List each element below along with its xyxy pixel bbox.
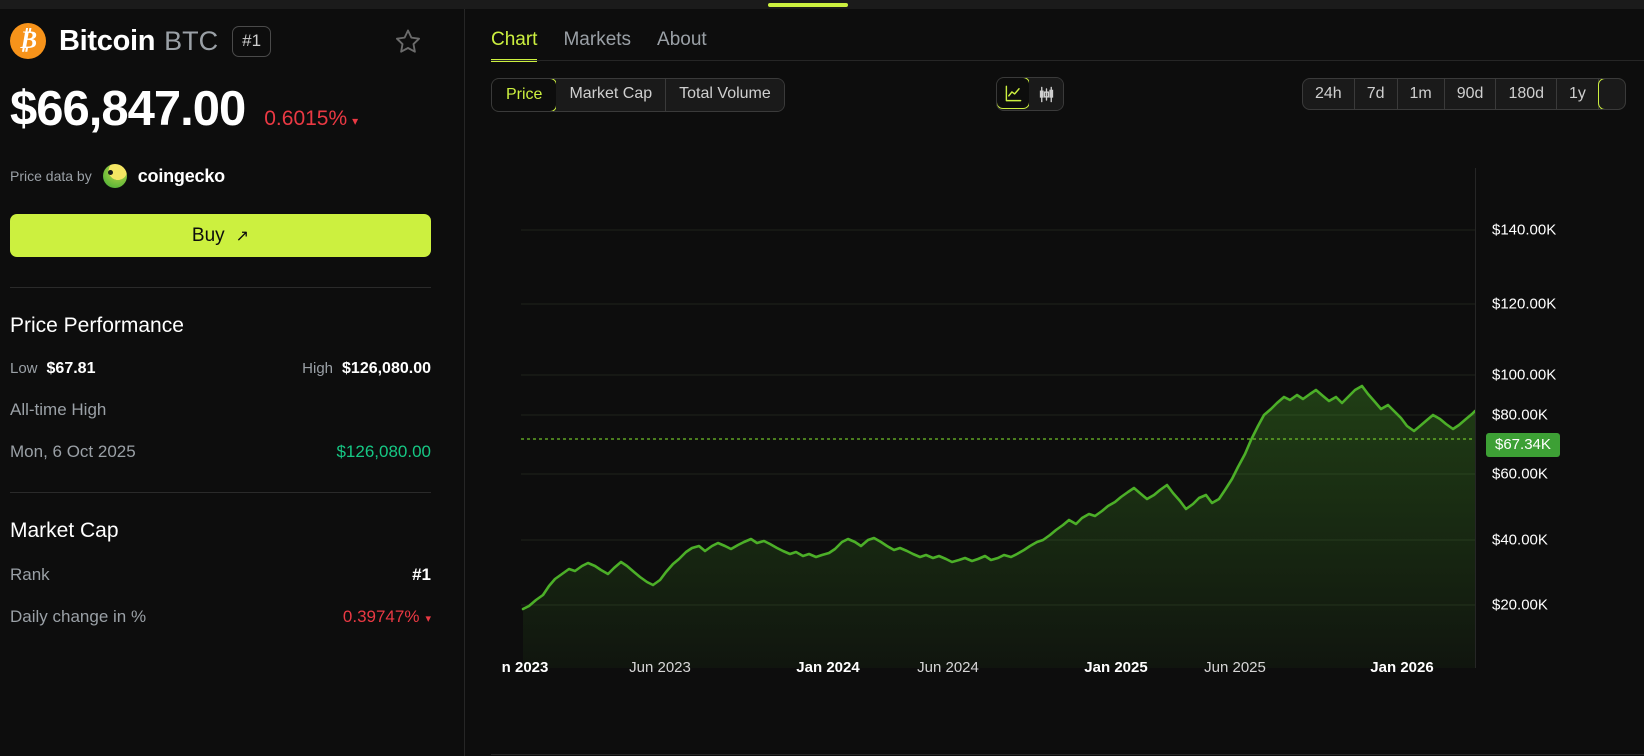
- buy-button-label: Buy: [191, 224, 225, 246]
- y-axis: $140.00K $120.00K $100.00K $80.00K $60.0…: [1482, 168, 1644, 668]
- all-time-high-label: All-time High: [10, 400, 107, 419]
- rank-value: #1: [412, 565, 431, 584]
- coin-info-sidebar: ₿ Bitcoin BTC #1 $66,847.00 0.6015% ▾ Pri…: [0, 9, 464, 756]
- chart-controls: Price Market Cap Total Volume: [465, 61, 1644, 123]
- price-attribution: Price data by coingecko: [10, 164, 454, 188]
- market-cap-title: Market Cap: [10, 519, 119, 542]
- nav-active-indicator: [768, 3, 848, 7]
- range-1y[interactable]: 1y: [1557, 79, 1599, 109]
- buy-button[interactable]: Buy ↗: [10, 214, 431, 257]
- current-price: $66,847.00: [10, 82, 246, 136]
- external-link-arrow-icon: ↗: [235, 227, 250, 245]
- attribution-label: Price data by: [10, 168, 92, 184]
- low-value: $67.81: [46, 360, 96, 377]
- low-label: Low: [10, 360, 38, 377]
- section-divider-2: [10, 492, 431, 493]
- range-max[interactable]: [1597, 79, 1625, 109]
- range-180d[interactable]: 180d: [1496, 79, 1558, 109]
- price-performance-title: Price Performance: [10, 314, 184, 337]
- rank-badge: #1: [232, 25, 272, 57]
- chart-type-toggle: [996, 77, 1064, 111]
- chart-price-line: [521, 384, 1475, 611]
- xtick-jun-2025: Jun 2025: [1204, 659, 1266, 676]
- section-divider: [10, 287, 431, 288]
- price-change-value: 0.6015%: [264, 107, 348, 130]
- coin-symbol: BTC: [164, 25, 219, 56]
- coingecko-icon: [102, 164, 127, 188]
- star-icon[interactable]: [394, 27, 422, 55]
- candlestick-chart-icon[interactable]: [1029, 78, 1063, 110]
- panel-tabs: Chart Markets About: [465, 9, 1644, 62]
- xtick-jun-2024: Jun 2024: [917, 659, 979, 676]
- coin-header: ₿ Bitcoin BTC #1: [10, 9, 454, 65]
- all-time-high-row: Mon, 6 Oct 2025 $126,080.00: [10, 442, 431, 462]
- daily-change-value: 0.39747% ▾: [343, 607, 431, 627]
- segment-market-cap[interactable]: Market Cap: [556, 79, 667, 111]
- chart-panel: Chart Markets About Price Market Cap Tot…: [464, 9, 1644, 756]
- bitcoin-logo-icon: ₿: [10, 23, 46, 59]
- high-label: High: [302, 360, 334, 377]
- xtick-jun-2023: Jun 2023: [629, 659, 691, 676]
- price-row: $66,847.00 0.6015% ▾: [10, 81, 454, 137]
- tab-markets[interactable]: Markets: [563, 29, 632, 50]
- current-price-badge: $67.34K: [1486, 433, 1560, 457]
- daily-change-number: 0.39747%: [342, 607, 420, 626]
- daily-change-caret-icon: ▾: [425, 613, 431, 625]
- ath-value: $126,080.00: [336, 442, 431, 461]
- xtick-jan-2023: n 2023: [501, 659, 549, 676]
- ytick-120k: $120.00K: [1492, 295, 1557, 313]
- segment-total-volume[interactable]: Total Volume: [666, 79, 784, 111]
- tab-about[interactable]: About: [657, 29, 707, 50]
- xtick-jan-2026: Jan 2026: [1370, 659, 1434, 676]
- segment-price[interactable]: Price: [491, 79, 558, 111]
- rank-label: Rank: [10, 565, 50, 584]
- coin-name: Bitcoin: [59, 24, 156, 57]
- tabs-underline-rule: [491, 60, 1644, 61]
- ytick-40k: $40.00K: [1492, 531, 1548, 549]
- line-chart-icon[interactable]: [997, 78, 1030, 109]
- ath-date: Mon, 6 Oct 2025: [10, 442, 136, 461]
- ytick-140k: $140.00K: [1492, 221, 1557, 239]
- metric-segmented-control: Price Market Cap Total Volume: [491, 78, 785, 112]
- top-nav-strip: [0, 0, 1644, 9]
- x-axis: n 2023 Jun 2023 Jan 2024 Jun 2024 Jan 20…: [465, 659, 1644, 689]
- xtick-jan-2025: Jan 2025: [1084, 659, 1148, 676]
- xtick-jan-2024: Jan 2024: [796, 659, 860, 676]
- daily-change-row: Daily change in % 0.39747% ▾: [10, 607, 431, 627]
- daily-change-label: Daily change in %: [10, 607, 147, 626]
- time-range-selector: 24h 7d 1m 90d 180d 1y: [1302, 78, 1626, 110]
- ytick-60k: $60.00K: [1492, 465, 1548, 483]
- chart-area-fill: [523, 386, 1475, 668]
- ytick-80k: $80.00K: [1492, 406, 1548, 424]
- low-high-row: Low $67.81 High $126,080.00: [10, 360, 431, 378]
- panel-bottom-rule: [491, 754, 1644, 755]
- ytick-100k: $100.00K: [1492, 366, 1557, 384]
- high-value: $126,080.00: [342, 360, 431, 377]
- market-cap-rank-row: Rank #1: [10, 565, 431, 585]
- range-1m[interactable]: 1m: [1398, 79, 1445, 109]
- range-24h[interactable]: 24h: [1303, 79, 1355, 109]
- ytick-20k: $20.00K: [1492, 596, 1548, 614]
- price-change-percent: 0.6015% ▾: [264, 107, 358, 131]
- attribution-source: coingecko: [137, 165, 225, 186]
- chart-series-group: [521, 384, 1475, 668]
- range-7d[interactable]: 7d: [1355, 79, 1398, 109]
- price-chart-plot[interactable]: $140.00K $120.00K $100.00K $80.00K $60.0…: [465, 168, 1644, 668]
- price-change-caret-icon: ▾: [352, 114, 359, 128]
- y-axis-separator: [1475, 168, 1476, 668]
- chart-svg: [521, 229, 1475, 668]
- tab-chart[interactable]: Chart: [491, 29, 538, 62]
- range-90d[interactable]: 90d: [1445, 79, 1497, 109]
